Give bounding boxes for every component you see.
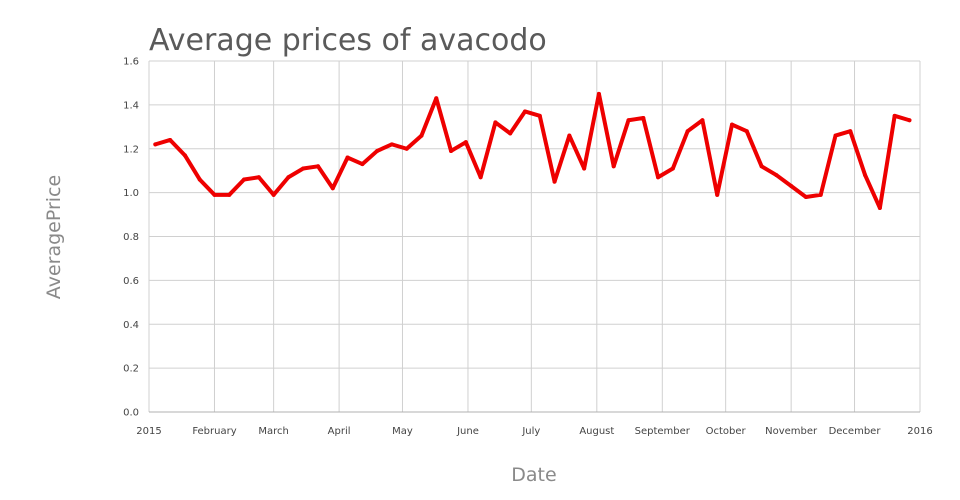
data-point [626,118,631,123]
data-point [833,133,838,138]
x-tick-label: August [579,426,614,437]
data-point [877,205,882,210]
y-tick-label: 1.0 [123,188,139,199]
x-tick-label: 2015 [136,426,161,437]
data-point [596,91,601,96]
data-point [508,131,513,136]
x-tick-label: February [192,426,236,437]
data-point [168,137,173,142]
x-axis-title: Date [511,464,556,486]
x-tick-label: May [392,426,413,437]
data-point [434,96,439,101]
x-tick-label: June [456,426,479,437]
y-tick-label: 0.6 [123,276,139,287]
y-tick-label: 0.2 [123,364,139,375]
data-point [153,142,158,147]
data-point [552,179,557,184]
x-tick-label: March [258,426,288,437]
data-point [330,186,335,191]
y-axis-ticks: 0.0 0.2 0.4 0.6 0.8 1.0 1.2 1.4 1.6 [123,57,139,419]
data-point [419,133,424,138]
x-tick-label: September [635,426,691,437]
x-tick-label: 2016 [907,426,932,437]
data-point [863,173,868,178]
data-point [212,192,217,197]
x-tick-label: October [706,426,747,437]
series-layer [153,91,912,210]
data-point [818,192,823,197]
y-tick-label: 0.8 [123,232,139,243]
y-tick-label: 1.2 [123,144,139,155]
data-point [582,166,587,171]
data-point [182,153,187,158]
data-point [759,164,764,169]
data-point [345,155,350,160]
series-line [153,91,912,210]
x-tick-label: April [328,426,351,437]
data-point [375,148,380,153]
data-point [197,177,202,182]
data-point [286,175,291,180]
data-point [641,116,646,121]
data-point [774,173,779,178]
data-point [656,175,661,180]
data-point [611,164,616,169]
data-point [315,164,320,169]
y-tick-label: 1.6 [123,57,139,68]
data-point [227,192,232,197]
data-point [744,129,749,134]
data-point [803,195,808,200]
data-point [670,166,675,171]
data-point [907,118,912,123]
data-point [537,113,542,118]
y-axis-title: AveragePrice [43,175,65,299]
y-tick-label: 0.0 [123,408,139,419]
data-point [892,113,897,118]
data-point [449,148,454,153]
data-point [360,162,365,167]
data-point [789,184,794,189]
data-point [700,118,705,123]
data-point [848,129,853,134]
data-point [715,192,720,197]
x-tick-label: December [829,426,882,437]
data-point [463,140,468,145]
data-point [271,192,276,197]
data-point [685,129,690,134]
data-point [256,175,261,180]
data-point [301,166,306,171]
chart-title: Average prices of avacodo [149,23,547,58]
y-tick-label: 1.4 [123,100,139,111]
x-tick-label: July [521,426,540,437]
data-point [493,120,498,125]
x-axis-ticks: 2015 February March April May June July August S… [136,426,932,437]
y-tick-label: 0.4 [123,320,139,331]
x-tick-label: November [765,426,818,437]
data-point [478,175,483,180]
data-point [567,133,572,138]
data-point [242,177,247,182]
data-point [389,142,394,147]
data-point [522,109,527,114]
data-point [404,146,409,151]
data-point [730,122,735,127]
